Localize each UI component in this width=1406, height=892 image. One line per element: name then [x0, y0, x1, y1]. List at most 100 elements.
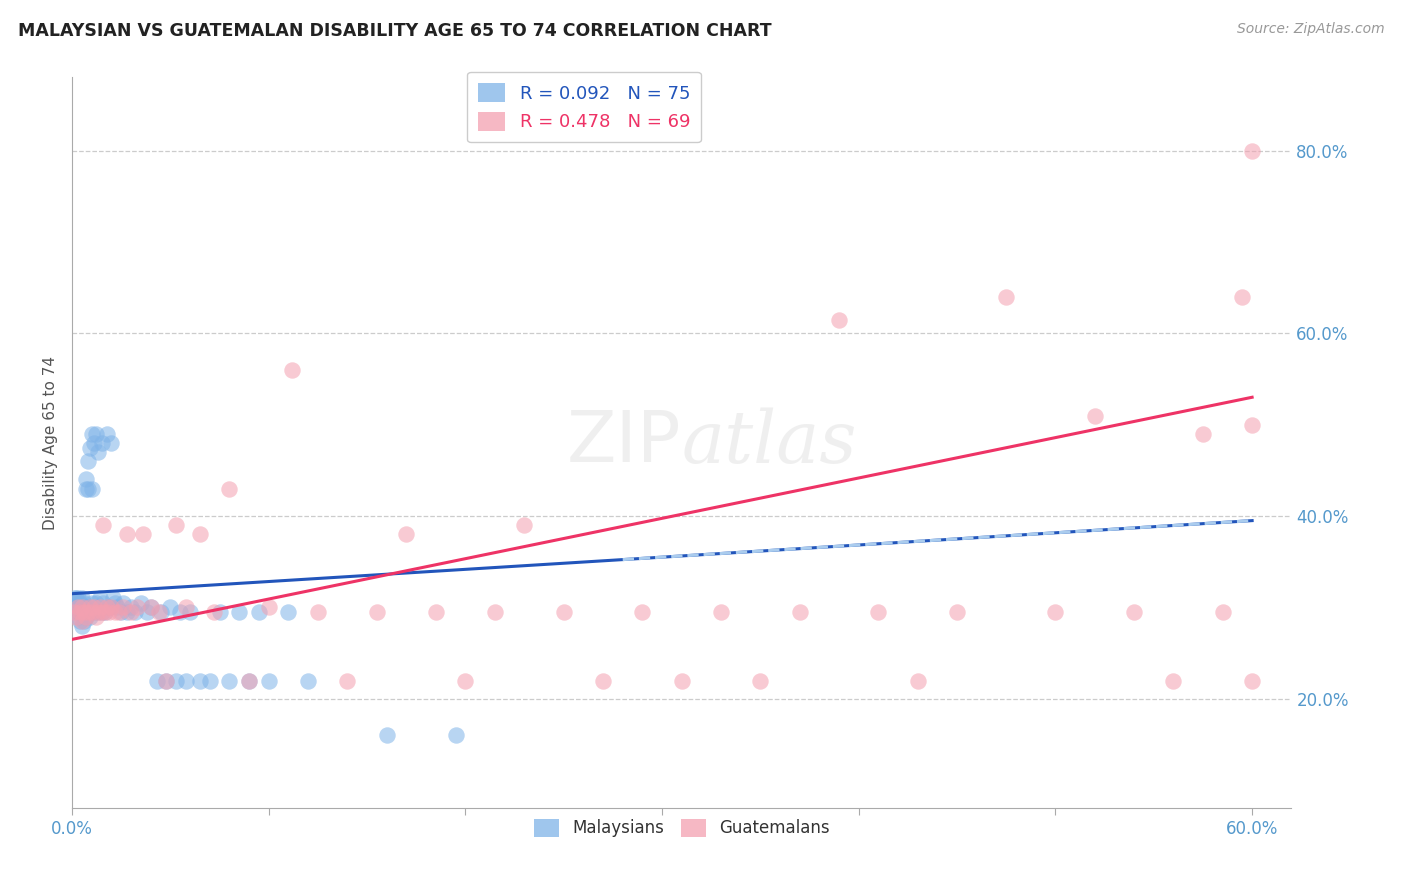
Point: [995, 290, 1018, 304]
Text: ZIP: ZIP: [567, 409, 682, 477]
Point: [828, 312, 851, 326]
Point: [79, 600, 101, 615]
Point: [375, 728, 398, 742]
Point: [70, 614, 93, 628]
Point: [1123, 605, 1146, 619]
Point: [80, 605, 103, 619]
Point: [120, 605, 142, 619]
Point: [73, 614, 96, 628]
Point: [228, 605, 250, 619]
Point: [155, 673, 177, 688]
Point: [90, 436, 112, 450]
Point: [159, 600, 181, 615]
Point: [513, 518, 536, 533]
Point: [75, 473, 97, 487]
Point: [179, 605, 201, 619]
Point: [66, 609, 89, 624]
Point: [84, 609, 107, 624]
Point: [129, 596, 152, 610]
Point: [257, 673, 280, 688]
Point: [69, 596, 91, 610]
Point: [110, 605, 132, 619]
Point: [98, 605, 121, 619]
Point: [671, 673, 693, 688]
Point: [238, 673, 260, 688]
Point: [100, 600, 122, 615]
Point: [553, 605, 575, 619]
Point: [631, 605, 654, 619]
Point: [277, 605, 299, 619]
Point: [73, 596, 96, 610]
Point: [789, 605, 811, 619]
Point: [76, 482, 98, 496]
Point: [84, 596, 107, 610]
Point: [907, 673, 929, 688]
Text: atlas: atlas: [682, 408, 858, 478]
Point: [80, 426, 103, 441]
Point: [86, 605, 108, 619]
Point: [108, 605, 131, 619]
Point: [76, 600, 98, 615]
Point: [165, 673, 187, 688]
Point: [80, 596, 103, 610]
Point: [104, 605, 127, 619]
Point: [80, 482, 103, 496]
Point: [70, 605, 93, 619]
Point: [63, 605, 86, 619]
Point: [749, 673, 772, 688]
Point: [70, 591, 93, 606]
Point: [1241, 673, 1264, 688]
Point: [96, 426, 118, 441]
Text: MALAYSIAN VS GUATEMALAN DISABILITY AGE 65 TO 74 CORRELATION CHART: MALAYSIAN VS GUATEMALAN DISABILITY AGE 6…: [18, 22, 772, 40]
Point: [174, 673, 197, 688]
Point: [100, 436, 122, 450]
Point: [169, 605, 191, 619]
Point: [145, 673, 167, 688]
Point: [94, 605, 117, 619]
Point: [69, 605, 91, 619]
Point: [94, 605, 117, 619]
Point: [93, 518, 115, 533]
Point: [139, 600, 162, 615]
Point: [84, 426, 107, 441]
Point: [73, 605, 96, 619]
Point: [1212, 605, 1234, 619]
Point: [125, 600, 148, 615]
Point: [63, 600, 86, 615]
Point: [139, 600, 162, 615]
Point: [70, 600, 93, 615]
Point: [89, 591, 111, 606]
Point: [868, 605, 890, 619]
Point: [444, 728, 467, 742]
Point: [1163, 673, 1185, 688]
Point: [592, 673, 614, 688]
Point: [112, 596, 135, 610]
Point: [208, 605, 231, 619]
Point: [1232, 290, 1254, 304]
Point: [307, 605, 329, 619]
Point: [115, 527, 138, 541]
Point: [65, 605, 87, 619]
Legend: Malaysians, Guatemalans: Malaysians, Guatemalans: [527, 812, 837, 844]
Point: [103, 591, 125, 606]
Point: [90, 605, 112, 619]
Point: [188, 673, 211, 688]
Point: [257, 600, 280, 615]
Point: [115, 605, 138, 619]
Point: [83, 436, 105, 450]
Point: [1045, 605, 1067, 619]
Point: [75, 609, 97, 624]
Point: [1192, 426, 1215, 441]
Point: [89, 600, 111, 615]
Point: [336, 673, 359, 688]
Point: [395, 527, 418, 541]
Point: [83, 600, 105, 615]
Point: [69, 605, 91, 619]
Point: [70, 618, 93, 632]
Point: [66, 600, 89, 615]
Point: [165, 518, 187, 533]
Text: Source: ZipAtlas.com: Source: ZipAtlas.com: [1237, 22, 1385, 37]
Point: [75, 482, 97, 496]
Point: [69, 614, 91, 628]
Point: [120, 600, 142, 615]
